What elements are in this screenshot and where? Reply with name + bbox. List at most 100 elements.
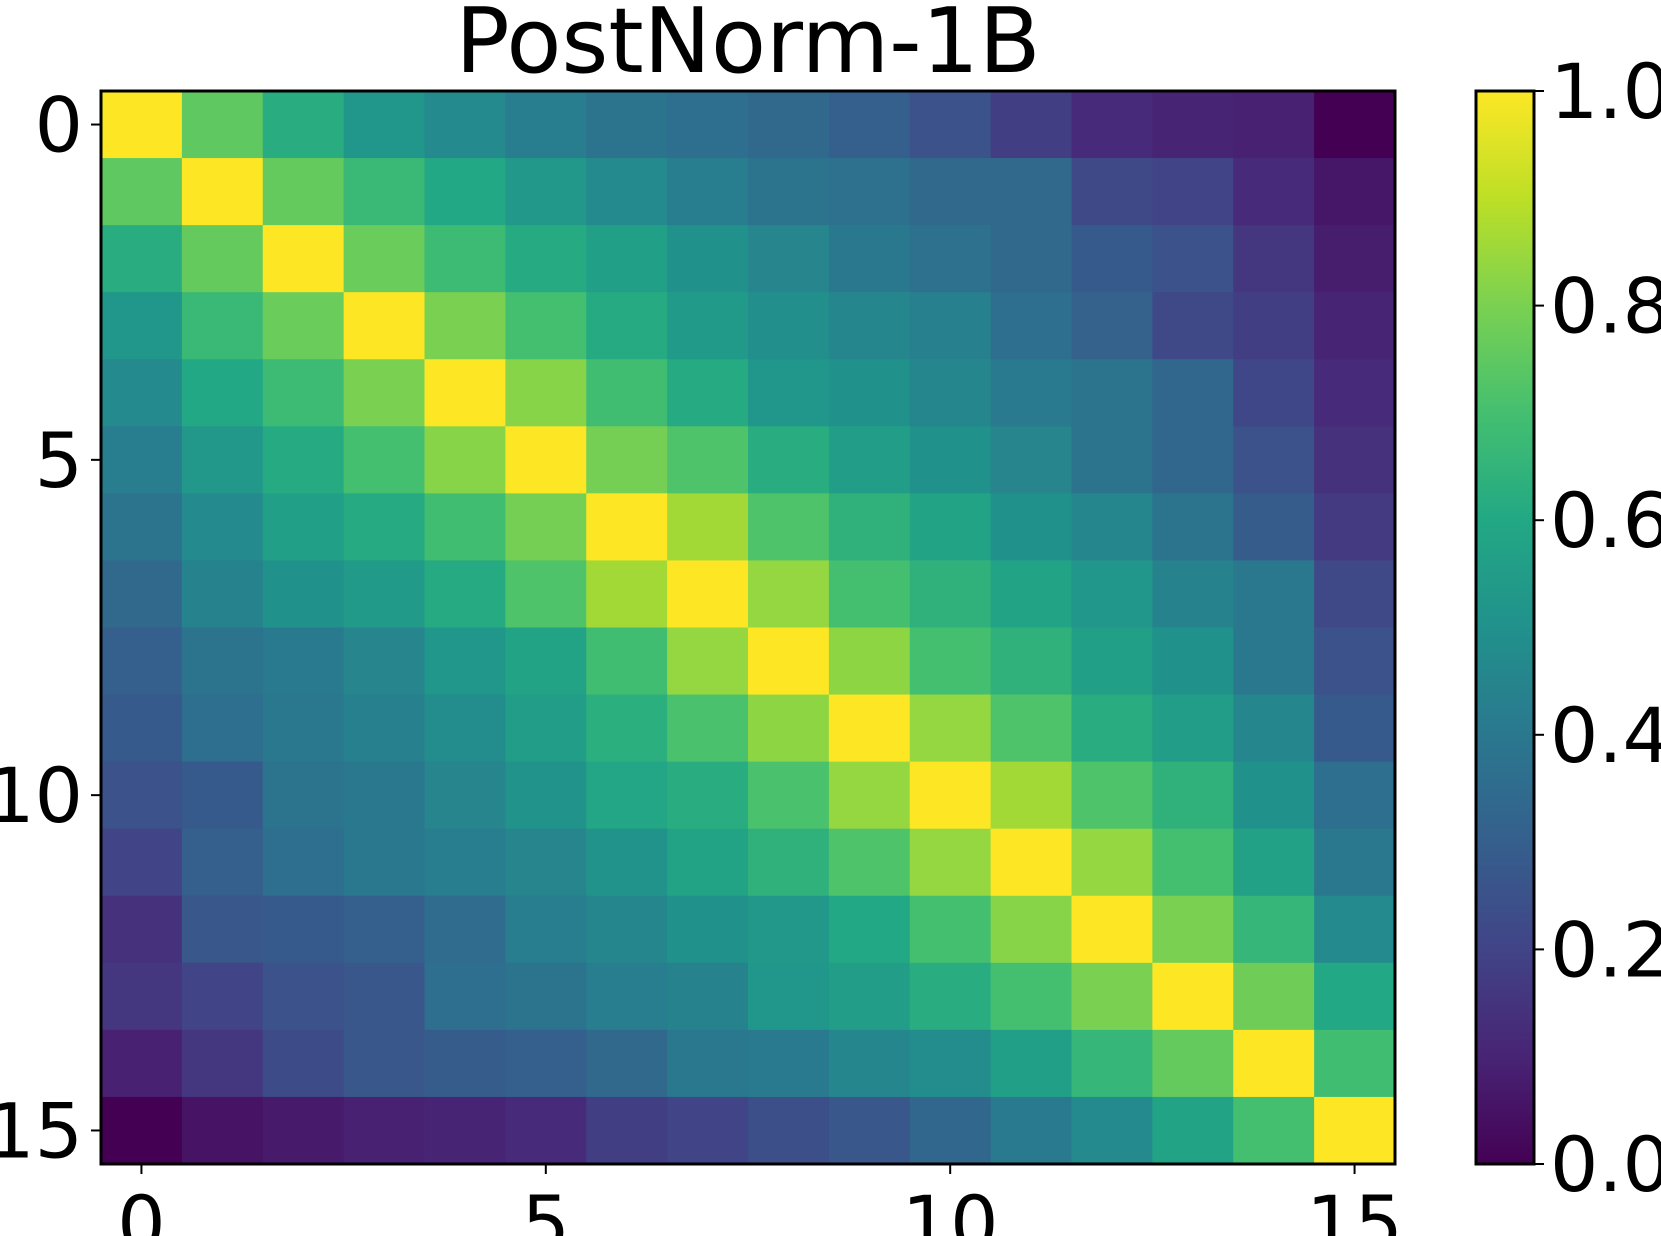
heatmap-cell [909,627,992,696]
heatmap-cell [181,1096,264,1165]
x-tick-label: 10 [902,1179,999,1236]
heatmap-cell [343,962,426,1031]
heatmap-cell [101,895,183,964]
heatmap-cell [990,225,1073,293]
heatmap-cell [424,158,506,226]
heatmap-cell [1314,1029,1396,1098]
heatmap-cell [262,225,345,293]
heatmap-cell [748,359,830,427]
heatmap-cell [828,761,911,830]
heatmap-cell [1314,292,1396,360]
heatmap-cell [181,694,264,763]
heatmap-cell [748,627,830,696]
heatmap-cell [505,627,587,696]
chart-title: PostNorm-1B [455,0,1040,94]
heatmap-cell [990,426,1073,494]
colorbar-ticks: 0.0 0.2 0.4 0.6 0.8 1.0 [1534,47,1661,1209]
heatmap-cell [424,359,506,427]
heatmap-cell [1314,493,1396,562]
heatmap-cell [101,761,183,830]
heatmap-cell [1233,292,1315,360]
heatmap-cell [828,158,911,226]
heatmap-cell [424,292,506,360]
heatmap-cell [1233,1096,1315,1165]
heatmap-cell [181,359,264,427]
heatmap-cell [909,761,992,830]
heatmap-cell [667,895,749,964]
heatmap-cell [667,292,749,360]
heatmap-cell [667,359,749,427]
heatmap-cell [1152,359,1234,427]
heatmap-cell [101,493,183,562]
heatmap-cell [262,359,345,427]
heatmap-cell [424,1096,506,1165]
colorbar-tick-label: 0.8 [1550,262,1661,351]
heatmap-cell [1071,560,1153,629]
heatmap-cell [101,1096,183,1165]
heatmap-cell [505,359,587,427]
heatmap-cell [1152,91,1234,159]
heatmap-cell [505,694,587,763]
heatmap-cell [586,225,668,293]
heatmap-cells [101,91,1396,1165]
heatmap-cell [748,426,830,494]
heatmap-cell [343,560,426,629]
heatmap-cell [1314,560,1396,629]
heatmap-cell [505,895,587,964]
heatmap-cell [1071,962,1153,1031]
heatmap-cell [909,225,992,293]
heatmap-cell [909,91,992,159]
heatmap-cell [262,761,345,830]
heatmap-cell [424,225,506,293]
colorbar [1474,89,1536,1166]
heatmap-cell [262,1029,345,1098]
heatmap-cell [586,292,668,360]
heatmap-cell [424,493,506,562]
heatmap-cell [181,158,264,226]
heatmap-cell [505,426,587,494]
colorbar-tick-label: 0.2 [1550,905,1661,994]
x-axis: 0 5 10 15 [117,1164,1403,1236]
heatmap-cell [1233,225,1315,293]
heatmap-cell [586,493,668,562]
heatmap-cell [1314,158,1396,226]
heatmap-cell [1233,359,1315,427]
heatmap-cell [1152,761,1234,830]
heatmap-cell [262,627,345,696]
heatmap-cell [262,895,345,964]
heatmap-cell [748,895,830,964]
heatmap-cell [586,962,668,1031]
heatmap-cell [181,627,264,696]
heatmap-cell [1152,627,1234,696]
heatmap-cell [1152,962,1234,1031]
heatmap-cell [181,761,264,830]
heatmap-cell [990,895,1073,964]
heatmap-cell [748,761,830,830]
heatmap-cell [424,694,506,763]
heatmap-cell [1071,1029,1153,1098]
heatmap-cell [1233,426,1315,494]
heatmap-cell [909,1096,992,1165]
heatmap-cell [828,627,911,696]
heatmap-cell [343,828,426,897]
heatmap-cell [343,761,426,830]
heatmap-cell [667,694,749,763]
heatmap-cell [748,694,830,763]
heatmap-cell [990,761,1073,830]
heatmap-cell [181,828,264,897]
heatmap-cell [1071,225,1153,293]
heatmap-cell [1071,493,1153,562]
heatmap-cell [262,694,345,763]
heatmap-cell [748,962,830,1031]
heatmap-cell [424,91,506,159]
heatmap-cell [1152,694,1234,763]
heatmap-cell [1314,426,1396,494]
heatmap-cell [1314,359,1396,427]
heatmap-cell [990,828,1073,897]
x-tick-label: 5 [522,1179,570,1236]
heatmap-cell [101,426,183,494]
heatmap-cell [990,493,1073,562]
heatmap-cell [909,694,992,763]
heatmap-cell [586,828,668,897]
heatmap-cell [424,828,506,897]
